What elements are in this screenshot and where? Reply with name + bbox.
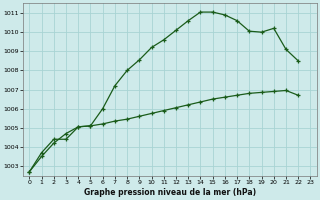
X-axis label: Graphe pression niveau de la mer (hPa): Graphe pression niveau de la mer (hPa) <box>84 188 256 197</box>
